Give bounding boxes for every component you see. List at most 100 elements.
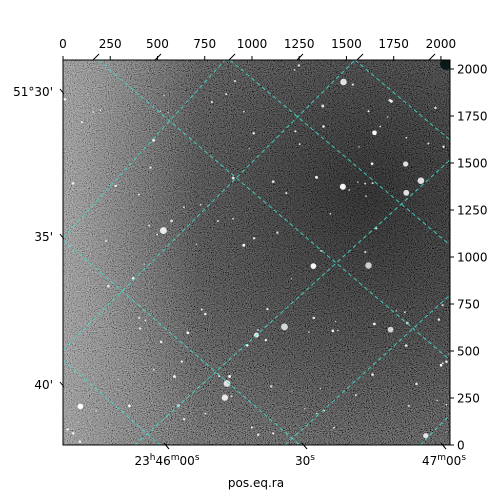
star (308, 331, 310, 333)
right-tick-label: 250 (457, 392, 480, 406)
grid-edge-tick (356, 53, 364, 61)
star (354, 394, 357, 397)
stars-layer (63, 60, 450, 444)
star (204, 312, 207, 316)
grid-line (63, 60, 356, 351)
grid-line (63, 239, 301, 445)
star (144, 319, 147, 322)
star (271, 180, 275, 183)
star (437, 318, 441, 321)
star (337, 329, 339, 332)
star (389, 99, 393, 103)
star (78, 421, 80, 423)
top-tick-label: 2000 (426, 37, 457, 51)
star (218, 375, 221, 378)
star (357, 181, 359, 183)
star (285, 192, 288, 195)
top-pixel-axis: 0 250 500 750 1000 1250 1500 1750 2000 (59, 37, 456, 60)
star (395, 310, 398, 312)
star (315, 175, 318, 179)
star (63, 97, 67, 101)
top-tick-label: 250 (99, 37, 122, 51)
top-tick-label: 1250 (284, 37, 315, 51)
star (78, 440, 82, 444)
star (204, 412, 207, 415)
ra-tick-mark (163, 442, 170, 450)
top-tick-label: 0 (59, 37, 67, 51)
star (234, 80, 236, 82)
star (358, 146, 360, 148)
star (138, 193, 140, 196)
star (231, 176, 235, 180)
star (230, 395, 233, 398)
star (221, 394, 229, 401)
star (372, 130, 377, 136)
star (216, 220, 219, 222)
star (77, 403, 84, 410)
right-pixel-axis: 0 250 500 750 1000 1250 1500 1750 2000 (450, 63, 488, 453)
grid-line (229, 60, 450, 246)
star (415, 382, 418, 386)
star (117, 378, 119, 380)
dec-tick-label: 40' (34, 378, 53, 392)
star (329, 212, 332, 215)
star (266, 307, 269, 311)
top-tick-label: 1000 (237, 37, 268, 51)
star (264, 338, 268, 342)
right-tick-label: 750 (457, 298, 480, 312)
dec-tick-mark (59, 88, 65, 95)
right-tick-label: 1250 (457, 204, 488, 218)
star (367, 110, 370, 113)
star (434, 106, 437, 110)
star (71, 181, 75, 185)
star (127, 404, 131, 408)
star (200, 308, 203, 311)
star (80, 121, 83, 124)
star (417, 177, 425, 185)
star (387, 116, 389, 118)
right-tick-label: 1000 (457, 251, 488, 265)
star (340, 78, 347, 86)
star (114, 184, 117, 188)
star (351, 83, 355, 86)
star (321, 104, 325, 108)
star (270, 385, 273, 388)
star (167, 111, 169, 114)
star (445, 404, 448, 406)
top-tick-label: 1750 (378, 37, 409, 51)
grid-edge-tick (296, 53, 304, 61)
star (95, 409, 97, 412)
star (163, 94, 165, 97)
star (66, 428, 69, 431)
star (304, 408, 306, 410)
star (442, 145, 445, 148)
star (335, 320, 337, 323)
star (186, 331, 190, 335)
dec-tick-label: 51°30' (13, 85, 53, 99)
star (387, 326, 394, 333)
star (199, 204, 202, 206)
star (320, 249, 323, 252)
coordinate-grid (63, 60, 450, 445)
star (312, 316, 316, 320)
star (182, 206, 185, 209)
star (252, 132, 255, 135)
star (331, 329, 335, 333)
star (250, 426, 253, 429)
star (370, 162, 374, 166)
star (248, 148, 250, 150)
star (159, 340, 163, 344)
grid-line (134, 159, 450, 445)
star (439, 363, 443, 367)
dec-tick-mark (59, 381, 65, 388)
top-tick-label: 750 (193, 37, 216, 51)
star (404, 344, 408, 347)
star (293, 69, 296, 71)
star (365, 195, 367, 197)
right-tick-label: 2000 (457, 63, 488, 77)
star (407, 404, 410, 407)
star (243, 110, 245, 113)
star (441, 304, 444, 307)
star (105, 240, 108, 243)
grid-line (63, 359, 161, 445)
